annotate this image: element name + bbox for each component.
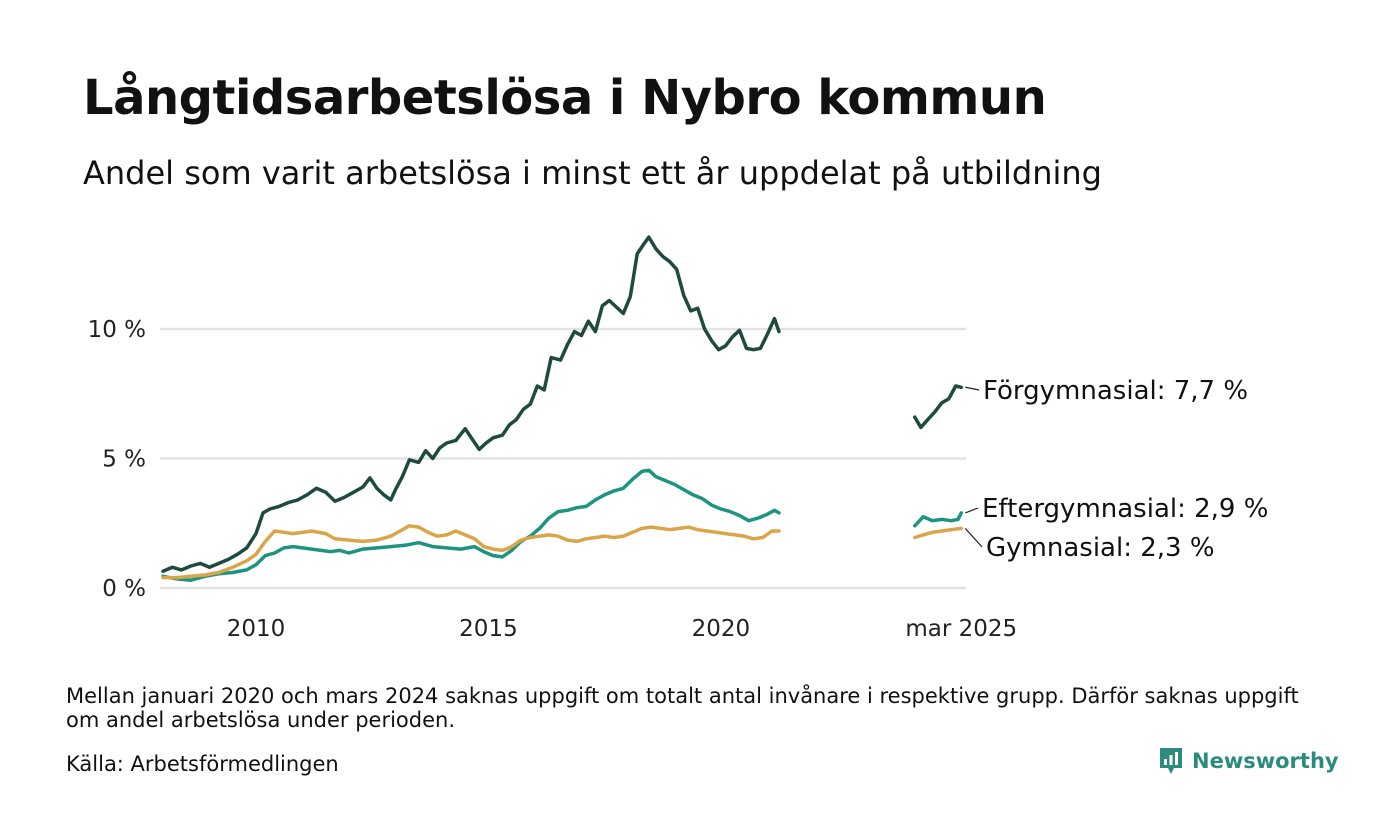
leader-line-eftergymnasial bbox=[965, 507, 979, 514]
y-axis-ticks: 0 % 5 % 10 % bbox=[88, 317, 146, 602]
end-label-eftergymnasial: Eftergymnasial: 2,9 % bbox=[982, 494, 1268, 524]
chart-title: Långtidsarbetslösa i Nybro kommun bbox=[83, 70, 1047, 126]
leader-line-gymnasial bbox=[964, 528, 983, 548]
chart-subtitle: Andel som varit arbetslösa i minst ett å… bbox=[83, 154, 1102, 192]
line-chart: 0 % 5 % 10 % 2010 2015 2020 mar 2025 Förgymna… bbox=[88, 235, 1268, 642]
x-tick-label: 2020 bbox=[692, 616, 751, 642]
end-label-forgymnasial: Förgymnasial: 7,7 % bbox=[983, 376, 1248, 406]
brand-logo: Newsworthy bbox=[1158, 746, 1339, 776]
y-tick-label: 0 % bbox=[102, 576, 146, 602]
line-eftergymnasial-segment-1 bbox=[913, 511, 964, 528]
x-tick-label: 2010 bbox=[227, 616, 286, 642]
source-note: Källa: Arbetsförmedlingen bbox=[66, 752, 339, 776]
series-lines bbox=[161, 235, 964, 582]
y-tick-label: 10 % bbox=[88, 317, 146, 343]
series-eftergymnasial bbox=[161, 468, 964, 582]
end-label-gymnasial: Gymnasial: 2,3 % bbox=[986, 533, 1215, 563]
footnote: Mellan januari 2020 och mars 2024 saknas… bbox=[66, 684, 1299, 732]
y-tick-label: 5 % bbox=[102, 447, 146, 473]
x-tick-label: 2015 bbox=[459, 616, 518, 642]
leader-line-forgymnasial bbox=[965, 386, 980, 391]
line-forgymnasial-segment-0 bbox=[161, 235, 781, 573]
series-gymnasial bbox=[161, 524, 964, 580]
line-forgymnasial-segment-1 bbox=[913, 384, 964, 430]
newsworthy-logo-icon bbox=[1160, 748, 1182, 774]
x-tick-label: mar 2025 bbox=[905, 616, 1017, 642]
line-gymnasial-segment-0 bbox=[161, 524, 781, 580]
gridlines bbox=[160, 327, 966, 590]
series-forgymnasial bbox=[161, 235, 964, 573]
end-labels: Förgymnasial: 7,7 % Eftergymnasial: 2,9 %… bbox=[964, 376, 1268, 563]
brand-name: Newsworthy bbox=[1192, 749, 1339, 773]
line-eftergymnasial-segment-0 bbox=[161, 468, 781, 582]
x-axis-ticks: 2010 2015 2020 mar 2025 bbox=[227, 616, 1017, 642]
line-gymnasial-segment-1 bbox=[913, 526, 964, 540]
